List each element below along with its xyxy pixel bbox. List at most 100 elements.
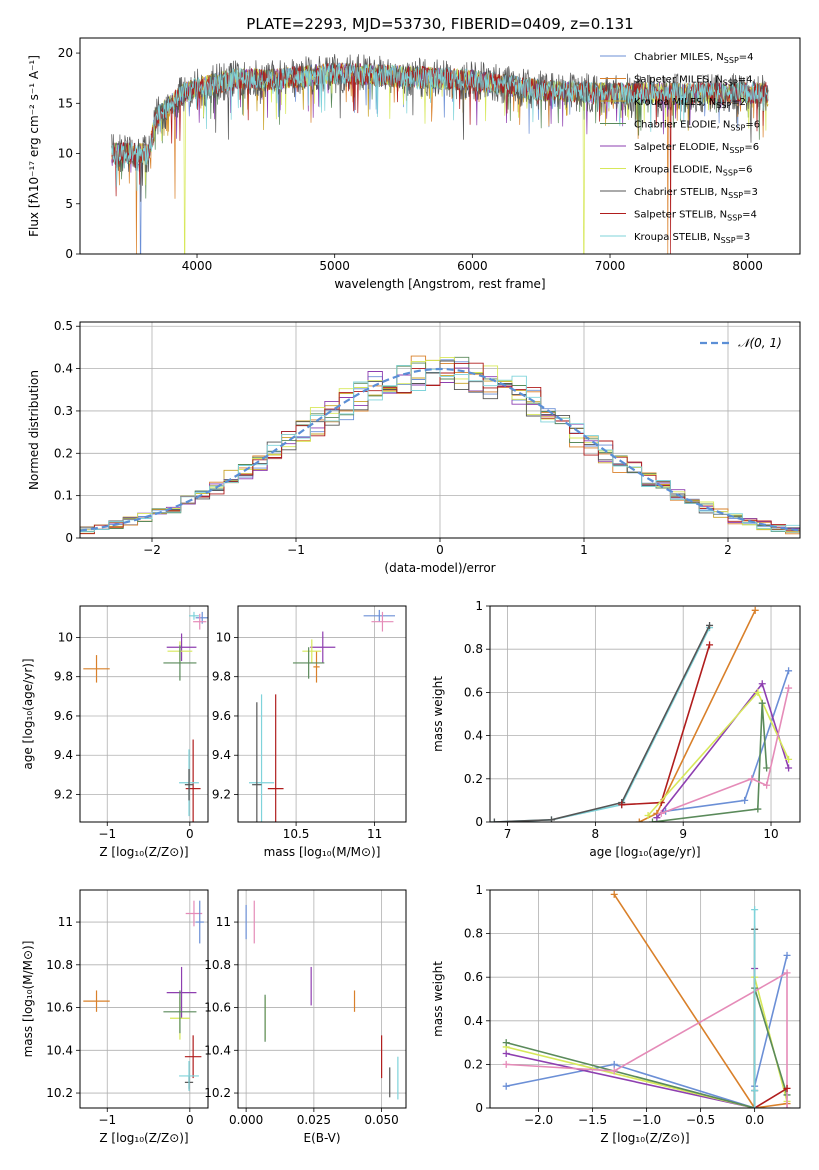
weight-marker: [751, 1104, 759, 1108]
y-tick-label: 0.2: [464, 1057, 483, 1071]
plot-area-spectrum: [111, 54, 769, 254]
gaussian-curve: [80, 367, 800, 532]
y-tick-label: 9.8: [212, 670, 231, 684]
x-axis-label: wavelength [Angstrom, rest frame]: [334, 277, 545, 291]
y-axis-label: age [log₁₀(age/yr)]: [21, 658, 35, 769]
y-tick-label: 10.2: [204, 1086, 231, 1100]
weight-marker: [706, 641, 714, 649]
y-tick-label: 0.1: [54, 489, 73, 503]
y-tick-label: 10: [216, 630, 231, 644]
x-tick-label: 10.5: [283, 827, 310, 841]
weight-marker: [502, 1050, 510, 1057]
weight-marker: [763, 764, 771, 772]
weight-line: [660, 687, 790, 815]
legend-entry: Chabrier ELODIE, NSSP=6: [634, 120, 760, 133]
y-tick-label: 0.4: [54, 362, 73, 376]
histogram-kroupa-stelib: [80, 364, 800, 533]
y-tick-label: 0: [65, 247, 73, 261]
weight-line: [494, 625, 711, 822]
weight-marker: [783, 1104, 791, 1108]
y-tick-label: 10: [58, 147, 73, 161]
weight-line: [621, 644, 711, 806]
x-tick-label: 9: [679, 827, 687, 841]
axes-frame: [489, 889, 801, 1109]
weight-marker: [648, 818, 656, 822]
plot-area-age_vs_Z: [83, 611, 208, 822]
weight-marker: [751, 606, 759, 614]
x-tick-label: −1: [98, 1113, 116, 1127]
x-tick-label: −1.5: [578, 1113, 607, 1127]
legend-entry: Chabrier MILES, NSSP=4: [634, 52, 754, 65]
panel-weight_vs_Z: −2.0 −1.5 −1.0 −0.5 0.0 0 0.2 0.4 0.6 0.8 1 Z [log₁…: [431, 883, 801, 1145]
weight-marker: [783, 951, 791, 959]
axes-frame: [79, 605, 209, 823]
x-tick-label: 8000: [732, 259, 763, 273]
y-tick-label: 9.6: [54, 709, 73, 723]
y-tick-label: 9.2: [212, 788, 231, 802]
y-tick-label: 10.4: [46, 1043, 73, 1057]
histogram-salpeter-stelib: [80, 362, 800, 535]
panel-age_vs_mass: 10.5 11 9.2 9.4 9.6 9.8 10 mass [log₁₀(M/M⊙)]: [212, 605, 407, 859]
y-tick-label: 5: [65, 197, 73, 211]
weight-line: [652, 703, 768, 822]
y-tick-label: 11: [216, 915, 231, 929]
axes-frame: [237, 889, 407, 1109]
legend-entry: Salpeter ELODIE, NSSP=6: [634, 142, 759, 155]
y-tick-label: 0.4: [464, 1014, 483, 1028]
legend-entry: 𝒩(0, 1): [738, 336, 782, 350]
panel-age_vs_Z: −1 0 9.2 9.4 9.6 9.8 10 Z [log₁₀(Z/Z⊙)] age [log…: [21, 605, 209, 859]
weight-line: [665, 670, 790, 812]
weight-marker: [610, 1067, 618, 1075]
weight-marker: [653, 814, 661, 822]
x-tick-label: 11: [367, 827, 382, 841]
x-tick-label: 0.025: [297, 1113, 331, 1127]
weight-line: [506, 971, 788, 1108]
y-tick-label: 9.4: [212, 748, 231, 762]
plot-area-residuals: [80, 355, 800, 535]
weight-marker: [751, 906, 759, 914]
axes-frame: [79, 889, 209, 1109]
y-tick-label: 20: [58, 46, 73, 60]
y-tick-label: 0.3: [54, 404, 73, 418]
axes-frame: [79, 37, 801, 255]
spectrum-legend: Chabrier MILES, NSSP=4 Salpeter MILES, NS…: [600, 52, 760, 245]
x-tick-label: 0.050: [364, 1113, 398, 1127]
y-axis-label: Flux [fλ10⁻¹⁷ erg cm⁻² s⁻¹ A⁻¹]: [27, 55, 41, 237]
legend-entry: Kroupa STELIB, NSSP=3: [634, 232, 750, 245]
plot-area-mass_vs_Z: [83, 900, 204, 1091]
weight-marker: [502, 1039, 510, 1047]
weight-line: [506, 955, 788, 1108]
y-tick-label: 0.6: [464, 970, 483, 984]
y-tick-label: 11: [58, 915, 73, 929]
x-tick-label: −0.5: [686, 1113, 715, 1127]
panel-spectrum: Chabrier MILES, NSSP=4 Salpeter MILES, NS…: [27, 37, 801, 291]
weight-line: [647, 690, 790, 817]
x-axis-label: Z [log₁₀(Z/Z⊙)]: [99, 845, 188, 859]
weight-marker: [785, 755, 793, 763]
weight-marker: [785, 667, 793, 675]
x-tick-label: 1: [580, 543, 588, 557]
y-tick-label: 10: [58, 630, 73, 644]
x-tick-label: −2: [143, 543, 161, 557]
weight-marker: [741, 796, 749, 804]
x-tick-label: −1.0: [632, 1113, 661, 1127]
y-axis-label: Normed distribution: [27, 370, 41, 490]
y-tick-label: 0: [475, 1101, 483, 1115]
y-tick-label: 0.8: [464, 927, 483, 941]
y-tick-label: 10.2: [46, 1086, 73, 1100]
weight-marker: [644, 812, 652, 820]
weight-marker: [618, 801, 626, 809]
x-axis-label: Z [log₁₀(Z/Z⊙)]: [600, 1131, 689, 1145]
y-tick-label: 9.6: [212, 709, 231, 723]
y-tick-label: 0.2: [54, 446, 73, 460]
y-tick-label: 10.8: [46, 958, 73, 972]
y-tick-label: 0: [475, 815, 483, 829]
legend-entry: Kroupa ELODIE, NSSP=6: [634, 165, 753, 178]
legend-entry: Chabrier STELIB, NSSP=3: [634, 187, 758, 200]
y-tick-label: 0.5: [54, 319, 73, 333]
x-tick-label: 7000: [595, 259, 626, 273]
x-tick-label: 7: [504, 827, 512, 841]
plot-area-weight_vs_Z: [502, 890, 791, 1108]
y-tick-label: 10.4: [204, 1043, 231, 1057]
